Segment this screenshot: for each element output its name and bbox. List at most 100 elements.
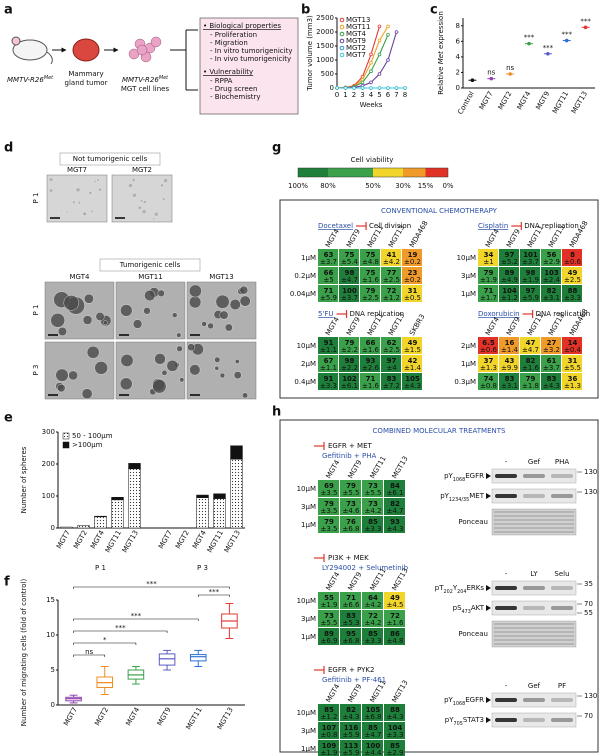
heatmap-cell (381, 373, 401, 390)
x-tick-label: MGT13 (570, 90, 589, 115)
cell-error: ±4 (386, 364, 397, 372)
heatmap-cell (339, 267, 359, 284)
section-box (279, 199, 599, 399)
sphere (163, 178, 168, 183)
heatmap-cell (541, 249, 561, 266)
legend-marker (339, 17, 345, 23)
sphere (86, 345, 100, 359)
cell-value: 63 (324, 251, 334, 259)
column-label: MGT9 (345, 316, 362, 337)
heatmap-cell (318, 498, 339, 515)
heatmap-cell (318, 285, 338, 302)
cell-error: ±1.6 (362, 346, 380, 354)
cell-error: ±5.5 (343, 489, 360, 497)
title-frame (99, 258, 201, 272)
cell-value: 49 (408, 339, 418, 347)
cell-value: 36 (568, 375, 578, 383)
lane-label: Gef (528, 458, 541, 466)
y-tick-label: 10 (46, 631, 55, 639)
cell-error: ±6.6 (343, 601, 361, 609)
bracket (170, 29, 198, 91)
lane-label: PHA (555, 458, 569, 466)
cell-error: ±3.7 (543, 364, 560, 372)
sphere (141, 209, 147, 215)
data-point (489, 76, 494, 81)
data-point (386, 86, 390, 90)
colorbar-label: 100% (288, 182, 308, 190)
cell-error: ±1.9 (480, 276, 497, 284)
cell-value: 105 (366, 706, 381, 714)
cell-error: ±1.3 (480, 364, 497, 372)
cell-error: ±1.9 (321, 749, 338, 756)
cell-value: 89 (324, 630, 334, 638)
legend-label: MGT9 (346, 37, 366, 45)
bar-segment (128, 463, 141, 470)
dose-label: 10µM (297, 342, 316, 350)
cell-error: ±4.2 (383, 258, 400, 266)
cell-value: 14 (568, 339, 578, 347)
cell-value: 102 (342, 375, 357, 383)
cell-error: ±4.5 (387, 601, 404, 609)
colorbar-label: 30% (395, 182, 411, 190)
x-tick-label: MGT4 (191, 529, 208, 551)
cell-value: 91 (324, 375, 334, 383)
heatmap-cell (340, 480, 361, 497)
x-tick-label: MGT4 (516, 90, 533, 112)
dose-label: 1µM (301, 254, 316, 262)
band-label-part: 1068 (453, 477, 465, 483)
cell-value: 88 (568, 287, 578, 295)
panel-label: h (272, 405, 281, 420)
heatmap-cell (402, 337, 422, 354)
cell-error: ±0.2 (404, 276, 421, 284)
cell-lines-strain-part: MMTV-R26 (122, 76, 159, 84)
cell-error: ±1.9 (522, 276, 539, 284)
cell-value: 67 (324, 357, 334, 365)
sphere (82, 211, 87, 216)
dose-label: 10µM (297, 597, 316, 605)
cell-error: ±4.8 (362, 258, 379, 266)
cell-value: 98 (345, 269, 355, 277)
cell-error: ±3.5 (321, 525, 338, 533)
heatmap-cell (520, 285, 540, 302)
heatmap-cell (402, 285, 422, 302)
sphere (162, 197, 166, 201)
box-item: - In vivo tumorigenicity (210, 55, 291, 63)
cell-value: 85 (368, 724, 378, 732)
cell-error: ±6.8 (343, 637, 360, 645)
sphere (189, 296, 202, 309)
band-label-part: pY (440, 492, 449, 500)
column-label: MGT4 (484, 227, 501, 249)
heatmap-cell (384, 516, 405, 533)
significance-bracket (73, 630, 168, 633)
heatmap-cell (318, 373, 338, 390)
heatmap-cell (384, 498, 405, 515)
sphere (189, 364, 201, 376)
blot-band (495, 586, 517, 590)
y-tick-label: 5 (51, 666, 55, 674)
bar-segment (128, 468, 141, 529)
cell-error: ±2.5 (564, 276, 581, 284)
dose-label: 1µM (301, 745, 316, 753)
cell-error: ±5.9 (343, 749, 360, 756)
x-tick-label: MGT2 (174, 529, 191, 550)
cell-error: ±1.7 (480, 294, 497, 302)
cell-error: ±4.7 (365, 731, 382, 739)
data-point (403, 86, 407, 90)
cell-error: ±3.2 (543, 346, 560, 354)
lane-label: PF (558, 682, 566, 690)
sphere (128, 183, 133, 188)
y-tick-label: 0 (51, 701, 55, 709)
box-item: - In vitro tumorigenicity (210, 47, 292, 55)
significance: ns (487, 69, 495, 77)
box-item: - Biochemistry (210, 93, 261, 101)
heatmap-cell (478, 355, 498, 372)
data-point (369, 69, 373, 73)
colorbar-label: 15% (418, 182, 434, 190)
column-label: MGT11 (526, 312, 545, 337)
cell-value: 34 (484, 251, 494, 259)
dose-label: 1µM (461, 290, 476, 298)
cell-lines-caption: MGT cell lines (121, 85, 170, 93)
heatmap-cell (362, 592, 383, 609)
cell-value: 75 (366, 251, 376, 259)
heatmap-cell (318, 267, 338, 284)
